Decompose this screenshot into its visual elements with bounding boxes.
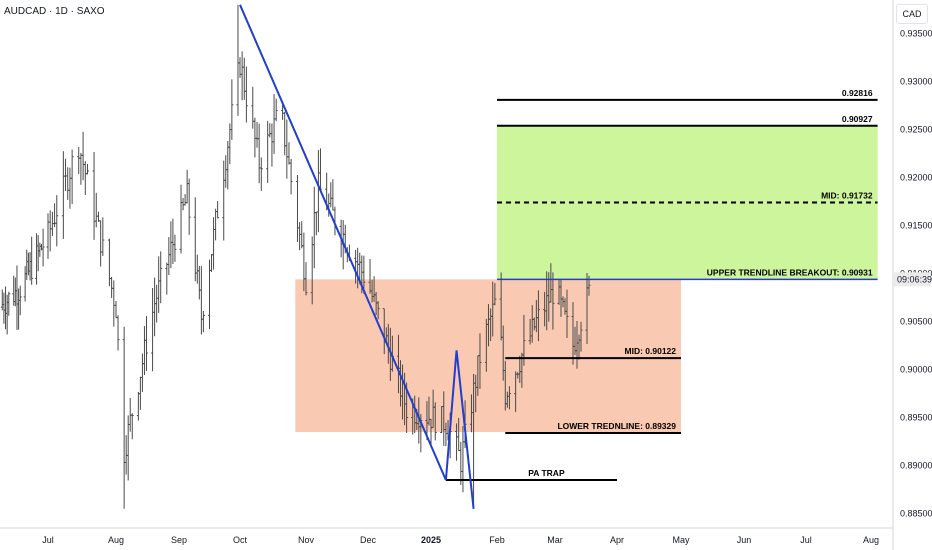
current-price-tag bbox=[894, 272, 931, 287]
time-tick-label: Mar bbox=[547, 535, 563, 545]
price-tick-label: 0.90500 bbox=[900, 317, 932, 327]
level-label: MID: 0.90122 bbox=[625, 346, 677, 356]
price-tick-label: 0.90000 bbox=[900, 365, 932, 375]
time-tick-label: Jul bbox=[42, 535, 54, 545]
time-tick-label: Feb bbox=[489, 535, 505, 545]
time-tick-label: Oct bbox=[233, 535, 248, 545]
symbol-title: AUDCAD · 1D · SAXO bbox=[4, 6, 105, 17]
price-tick-label: 0.93000 bbox=[900, 77, 932, 87]
level-label: LOWER TREDNLINE: 0.89329 bbox=[557, 421, 676, 431]
time-tick-label: Jul bbox=[800, 535, 812, 545]
level-label: MID: 0.91732 bbox=[821, 191, 873, 201]
current-price-tag-label: 09:06:39 bbox=[897, 274, 932, 284]
time-tick-label: 2025 bbox=[421, 535, 441, 545]
price-tick-label: 0.89000 bbox=[900, 461, 932, 471]
time-tick-label: May bbox=[672, 535, 690, 545]
level-label: 0.90927 bbox=[842, 114, 873, 124]
level-label: PA TRAP bbox=[528, 468, 565, 478]
time-tick-label: Dec bbox=[360, 535, 377, 545]
price-tick-label: 0.92500 bbox=[900, 125, 932, 135]
demand-zone[interactable] bbox=[295, 279, 681, 432]
time-tick-label: Jun bbox=[737, 535, 752, 545]
time-tick-label: Apr bbox=[610, 535, 624, 545]
trendline[interactable] bbox=[239, 4, 475, 509]
level-label: 0.92816 bbox=[842, 88, 873, 98]
time-tick-label: Nov bbox=[298, 535, 315, 545]
time-tick-label: Aug bbox=[863, 535, 879, 545]
price-tick-label: 0.92000 bbox=[900, 173, 932, 183]
price-tick-label: 0.91500 bbox=[900, 221, 932, 231]
time-tick-label: Sep bbox=[171, 535, 187, 545]
price-tick-label: 0.88500 bbox=[900, 509, 932, 519]
level-label: UPPER TRENDLINE BREAKOUT: 0.90931 bbox=[707, 267, 873, 277]
price-tick-label: 0.89500 bbox=[900, 413, 932, 423]
price-tick-label: 0.93500 bbox=[900, 29, 932, 39]
time-tick-label: Aug bbox=[108, 535, 124, 545]
currency-button[interactable]: CAD bbox=[896, 4, 928, 24]
